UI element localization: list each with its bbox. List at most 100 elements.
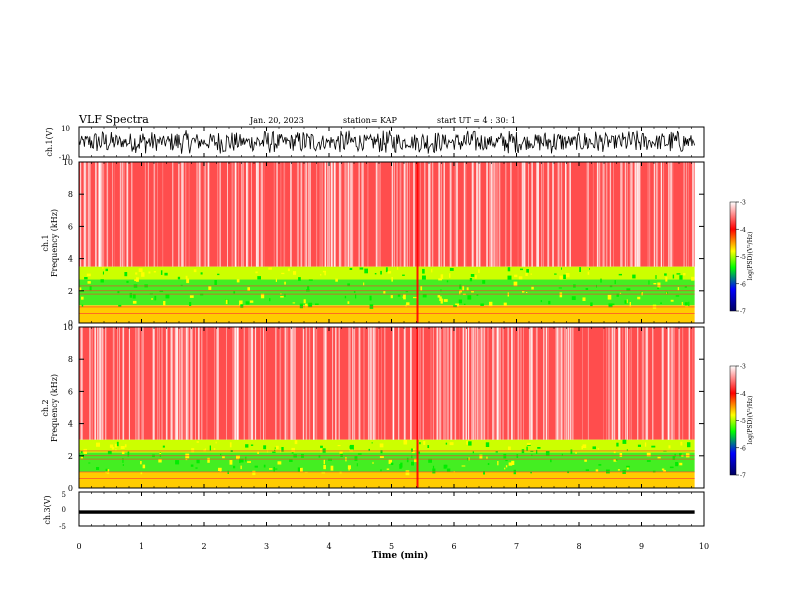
spectrogram-speckle <box>411 461 414 466</box>
spectrogram-speckle <box>281 272 285 275</box>
spectrogram-streak <box>81 327 83 440</box>
ch2-colorbar <box>729 365 737 476</box>
spectrogram-streak <box>475 327 477 440</box>
ch1-ytick-bottom: -10 <box>59 154 70 162</box>
spectrogram-streak <box>349 327 350 440</box>
spectrogram-speckle <box>405 290 409 293</box>
spectrogram-speckle <box>380 450 383 454</box>
spectrogram-speckle <box>406 302 410 305</box>
spectrogram-streak <box>519 327 522 440</box>
spectrogram-streak <box>646 327 649 440</box>
spectrogram-streak <box>596 162 599 267</box>
spectrogram-streak <box>105 327 107 440</box>
ytick-label: 0 <box>68 319 73 328</box>
spectrogram-streak <box>284 327 286 440</box>
spectrogram-streak <box>619 327 621 440</box>
spectrogram-streak <box>159 327 160 440</box>
spectrogram-streak <box>264 327 266 440</box>
spectrogram-streak <box>361 162 363 267</box>
spectrogram-speckle <box>142 464 146 469</box>
spectrogram-speckle <box>308 302 313 308</box>
spectrogram-streak <box>618 327 620 440</box>
spectrogram-speckle <box>118 304 122 307</box>
spectrogram-streak <box>611 327 614 440</box>
spectrogram-speckle <box>200 293 204 296</box>
spectrogram-speckle <box>449 442 454 446</box>
spectrogram-speckle <box>663 469 666 472</box>
spectrogram-speckle <box>472 451 474 454</box>
spectrogram-speckle <box>545 451 550 456</box>
spectrogram-streak <box>100 327 102 440</box>
spectrogram-streak <box>302 327 304 440</box>
ytick-label: 6 <box>68 222 73 231</box>
spectrogram-speckle <box>531 286 534 290</box>
spectrogram-streak <box>309 327 311 440</box>
spectrogram-speckle <box>193 269 197 273</box>
spectrogram-streak <box>185 162 187 267</box>
spectrogram-speckle <box>335 278 338 282</box>
ch2-colorbar-ticks: -3 -4 -5 -6 -7 <box>736 364 746 480</box>
spectrogram-streak <box>692 327 694 440</box>
spectrogram-speckle <box>162 445 165 448</box>
spectrogram-streak <box>490 162 492 267</box>
spectrogram-streak <box>528 327 531 440</box>
spectrogram-speckle <box>349 445 351 449</box>
spectrogram-speckle <box>685 453 690 458</box>
spectrogram-speckle <box>379 455 384 458</box>
ch2-spectrogram-ylabel-freq: Frequency (kHz) <box>50 374 59 442</box>
spectrogram-streak <box>89 162 90 267</box>
spectrogram-streak <box>165 327 168 440</box>
spectrogram-speckle <box>453 305 457 308</box>
spectrogram-streak <box>497 162 499 267</box>
spectrogram-streak <box>161 327 163 440</box>
spectrogram-band-1 <box>79 266 695 280</box>
spectrogram-speckle <box>675 462 679 467</box>
spectrogram-speckle <box>287 268 290 272</box>
spectrogram-speckle <box>476 294 479 296</box>
spectrogram-streak <box>409 162 410 267</box>
spectrogram-speckle <box>111 446 115 450</box>
spectrogram-band-3 <box>79 305 695 323</box>
spectrogram-streak <box>605 162 608 267</box>
spectrogram-speckle <box>597 448 600 450</box>
ch3-waveform-trace <box>79 510 695 514</box>
spectrogram-speckle <box>688 301 690 307</box>
spectrogram-speckle <box>122 458 124 463</box>
spectrogram-streak <box>635 162 637 267</box>
spectrogram-streak <box>553 162 554 267</box>
spectrogram-speckle <box>165 294 170 299</box>
spectrogram-event <box>416 162 419 323</box>
ytick-label: 6 <box>68 387 73 396</box>
spectrogram-speckle <box>684 302 688 306</box>
spectrogram-speckle <box>273 466 275 472</box>
spectrogram-streak <box>393 162 395 267</box>
xtick-label: 5 <box>389 542 394 551</box>
spectrogram-speckle <box>247 461 251 463</box>
spectrogram-streak <box>524 162 525 267</box>
spectrogram-streak <box>331 162 333 267</box>
spectrogram-streak <box>250 327 253 440</box>
spectrogram-streak <box>404 327 406 440</box>
spectrogram-streak <box>428 162 430 267</box>
spectrogram-streak <box>613 327 615 440</box>
spectrogram-streak <box>479 327 481 440</box>
spectrogram-streak <box>542 162 544 267</box>
spectrogram-speckle <box>478 269 480 273</box>
spectrogram-speckle <box>339 471 342 474</box>
spectrogram-streak <box>358 327 360 440</box>
spectrogram-streak <box>456 162 458 267</box>
spectrogram-streak <box>349 162 351 267</box>
spectrogram-streak <box>204 162 207 267</box>
spectrogram-speckle <box>675 295 680 297</box>
spectrogram-speckle <box>503 302 507 306</box>
spectrogram-speckle <box>427 445 430 448</box>
colorbar-tick-label: -4 <box>740 227 746 234</box>
spectrogram-streak <box>548 162 550 267</box>
spectrogram-speckle <box>495 451 498 453</box>
spectrogram-streak <box>546 327 548 440</box>
spectrogram-streak <box>467 327 470 440</box>
spectrogram-streak <box>367 162 369 267</box>
spectrogram-streak <box>632 162 633 267</box>
spectrogram-streak <box>172 327 174 440</box>
spectrogram-speckle <box>116 441 119 447</box>
